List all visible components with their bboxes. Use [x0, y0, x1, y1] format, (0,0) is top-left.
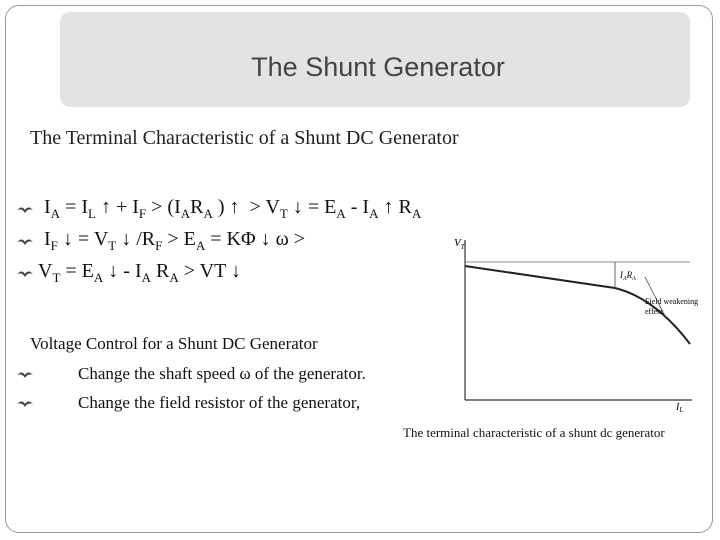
- control-item: Change the field resistor of the generat…: [78, 393, 361, 412]
- equation-text: R: [190, 196, 204, 218]
- subscript: F: [138, 206, 147, 221]
- equation: VT = EA ↓ - IA RA > VT ↓: [38, 260, 241, 286]
- equation-text: = KΦ ↓ ω >: [205, 228, 306, 250]
- bullet-icon: [17, 401, 33, 407]
- bullet-icon: [17, 239, 33, 245]
- note-line: effect: [645, 307, 664, 316]
- equation-text: ↓ /R: [116, 228, 156, 250]
- subscript: A: [203, 206, 213, 221]
- equation-text: > E: [162, 228, 196, 250]
- equation-text: ↑ + I: [95, 196, 139, 218]
- section-heading: Voltage Control for a Shunt DC Generator: [30, 334, 318, 353]
- drop-label: IARA: [619, 270, 636, 282]
- subscript: A: [336, 206, 346, 221]
- equation-text: I: [44, 196, 51, 218]
- y-label: VT: [454, 237, 466, 251]
- characteristic-figure: VT IARA Field weakening effect IL: [454, 237, 698, 412]
- subscript: T: [279, 206, 288, 221]
- equation-text: = E: [60, 260, 94, 282]
- equation: IA = IL ↑ + IF > (IARA ) ↑ > VT ↓ = EA -…: [44, 196, 421, 222]
- subscript: A: [93, 270, 104, 285]
- equation: IF ↓ = VT ↓ /RF > EA = KΦ ↓ ω >: [44, 228, 305, 254]
- x-label: IL: [675, 402, 683, 412]
- equation-text: ) ↑ > V: [212, 196, 280, 218]
- bullet-icon: [17, 271, 33, 277]
- title: The Shunt Generator: [251, 52, 505, 82]
- terminal-curve: [464, 265, 691, 345]
- subscript: A: [50, 206, 61, 221]
- title-box: [60, 12, 690, 107]
- equation-text: ↓ - I: [103, 260, 142, 282]
- subscript: A: [180, 206, 191, 221]
- equation-text: ↓ = E: [287, 196, 337, 218]
- equation-text: > (I: [146, 196, 181, 218]
- subscript: L: [88, 206, 96, 221]
- subscript: A: [169, 270, 179, 285]
- equation-text: = I: [60, 196, 89, 218]
- subscript: A: [141, 270, 152, 285]
- subtitle: The Terminal Characteristic of a Shunt D…: [30, 127, 459, 149]
- note-pointer: [644, 276, 666, 317]
- subscript: F: [155, 238, 163, 253]
- equation-text: V: [38, 260, 53, 282]
- subscript: A: [195, 238, 206, 253]
- subscript: F: [50, 238, 58, 253]
- equation-text: - I: [345, 196, 370, 218]
- figure-caption: The terminal characteristic of a shunt d…: [403, 425, 665, 440]
- control-item: Change the shaft speed ω of the generato…: [78, 364, 366, 383]
- equation-text: ↑ R: [378, 196, 412, 218]
- equation-text: I: [44, 228, 51, 250]
- equation-text: R: [151, 260, 170, 282]
- note-line: Field weakening: [645, 297, 698, 306]
- slide-frame: [5, 5, 713, 533]
- equation-text: ↓ = V: [57, 228, 109, 250]
- subscript: T: [108, 238, 117, 253]
- equation-text: > VT ↓: [178, 260, 241, 282]
- bullet-icon: [17, 372, 33, 378]
- bullet-icon: [17, 207, 33, 213]
- subscript: A: [369, 206, 379, 221]
- subscript: A: [411, 206, 422, 221]
- subscript: T: [52, 270, 61, 285]
